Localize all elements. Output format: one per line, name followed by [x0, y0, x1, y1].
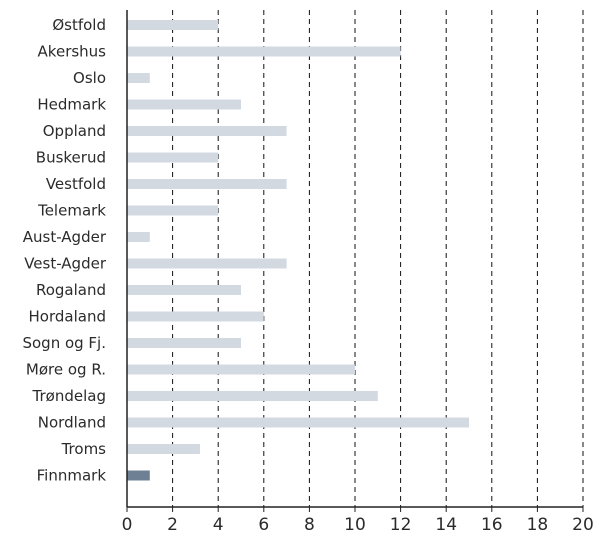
x-tick-label: 18 [527, 515, 549, 535]
bar-8 [127, 232, 150, 242]
x-tick-labels: 0 2 4 6 8 10 12 14 16 18 20 [122, 515, 594, 535]
x-tick-label: 20 [572, 515, 594, 535]
category-label: Buskerud [36, 149, 106, 167]
category-label: Oslo [73, 69, 106, 87]
category-label: Troms [61, 440, 107, 458]
x-tick-label: 4 [213, 515, 224, 535]
x-tick-label: 2 [167, 515, 178, 535]
bar-5 [127, 152, 219, 163]
bar-11 [127, 311, 264, 322]
bar-17 [127, 470, 150, 481]
bar-0 [127, 20, 219, 30]
x-tick-label: 6 [258, 515, 269, 535]
category-label: Akershus [38, 43, 107, 61]
x-tick-label: 0 [122, 515, 133, 535]
x-tick-label: 16 [481, 515, 503, 535]
category-label: Hordaland [29, 308, 106, 326]
category-label: Rogaland [36, 281, 106, 299]
bar-14 [127, 391, 378, 401]
x-tick-label: 8 [304, 515, 315, 535]
category-label: Finnmark [37, 467, 107, 485]
bar-2 [127, 73, 150, 83]
category-label: Hedmark [37, 96, 106, 114]
bar-15 [127, 417, 469, 428]
category-label: Østfold [52, 16, 106, 34]
axes [126, 10, 584, 512]
category-label: Sogn og Fj. [22, 334, 106, 352]
bar-4 [127, 126, 287, 136]
bar-9 [127, 258, 287, 269]
bar-12 [127, 338, 241, 348]
category-label: Trøndelag [32, 387, 106, 405]
category-label: Nordland [38, 414, 106, 432]
category-label: Vest-Agder [24, 255, 107, 273]
bars [127, 20, 469, 481]
category-label: Telemark [37, 202, 106, 220]
bar-13 [127, 364, 355, 375]
bar-10 [127, 285, 241, 295]
bar-6 [127, 179, 287, 189]
bar-3 [127, 99, 241, 110]
category-label: Vestfold [46, 175, 106, 193]
x-tick-label: 14 [435, 515, 457, 535]
bar-16 [127, 444, 200, 454]
bar-1 [127, 46, 401, 57]
category-labels: Østfold Akershus Oslo Hedmark Oppland Buskeru… [22, 16, 106, 485]
x-tick-label: 12 [390, 515, 412, 535]
bar-7 [127, 205, 219, 216]
category-label: Møre og R. [26, 361, 106, 379]
category-label: Oppland [43, 122, 106, 140]
x-tick-label: 10 [344, 515, 366, 535]
category-label: Aust-Agder [23, 228, 107, 246]
